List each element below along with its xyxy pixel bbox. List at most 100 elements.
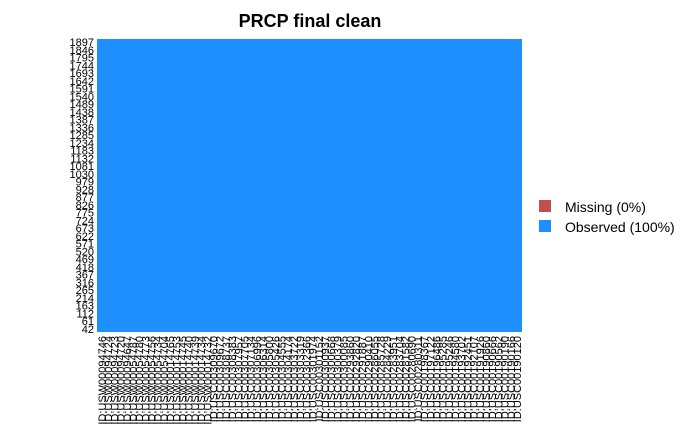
y-tick-label: 1234	[70, 138, 94, 150]
y-tick-label: 1591	[70, 84, 94, 96]
y-tick-label: 265	[76, 285, 94, 297]
x-tick-label: ID:USC00194580	[450, 336, 462, 422]
y-axis-tick-labels: 1897184617951744169316421591154014891438…	[70, 37, 94, 336]
x-tick-label: ID:USC00195285	[438, 336, 450, 422]
y-tick-label: 367	[76, 270, 94, 282]
x-tick-label: ID:USC00307705	[239, 336, 251, 422]
x-tick-label: ID:USC00306996	[252, 336, 264, 422]
y-tick-label: 1183	[70, 146, 94, 158]
x-tick-label: ID:USC00303319	[295, 336, 307, 422]
x-tick-label: ID:USC00192451	[462, 336, 474, 422]
y-tick-label: 112	[76, 308, 94, 320]
x-tick-label: ID:USC00303722	[289, 336, 301, 422]
x-tick-label: ID:USC00190166	[506, 336, 518, 422]
legend-label-observed: Observed (100%)	[565, 219, 675, 235]
y-tick-label: 979	[76, 177, 94, 189]
chart-title: PRCP final clean	[239, 11, 382, 31]
x-tick-label: ID:USC00190666	[487, 336, 499, 422]
x-tick-label: ID:USW00094647	[122, 336, 134, 425]
x-tick-label: ID:USC00191926	[475, 336, 487, 422]
x-tick-label: ID:USC00308383	[227, 336, 239, 422]
x-tick-label: ID:USW00054704	[159, 336, 171, 425]
x-tick-label: ID:USC00190120	[512, 336, 524, 422]
x-tick-label: ID:USW00014753	[171, 336, 183, 425]
x-tick-label: ID:USC00308737	[221, 336, 233, 422]
x-tick-label: ID:USW00014734	[196, 336, 208, 425]
y-tick-label: 1030	[70, 169, 94, 181]
y-tick-label: 1795	[70, 53, 94, 65]
y-tick-label: 163	[76, 301, 94, 313]
x-tick-label: ID:USC00283951	[388, 336, 400, 422]
y-tick-label: 1081	[70, 161, 94, 173]
x-tick-label: ID:USC00302366	[301, 336, 313, 422]
x-tick-label: ID:USC00300668	[326, 336, 338, 422]
y-tick-label: 928	[76, 184, 94, 196]
y-tick-label: 1693	[70, 68, 94, 80]
x-tick-label: ID:USC00192107	[469, 336, 481, 422]
x-tick-label: ID:USC00307134	[246, 336, 258, 422]
y-tick-label: 61	[82, 316, 94, 328]
x-tick-label: ID:USW00014745	[178, 336, 190, 425]
x-tick-label: ID:USC00193702	[456, 336, 468, 422]
x-tick-label: ID:USC00284229	[382, 336, 394, 422]
x-tick-label: ID:USC00291887	[357, 336, 369, 422]
y-tick-label: 316	[76, 277, 94, 289]
y-tick-label: 42	[82, 324, 94, 336]
x-tick-label: ID:USW00054773	[140, 336, 152, 425]
y-tick-label: 1540	[70, 91, 94, 103]
x-tick-label: ID:USC00304555	[277, 336, 289, 422]
y-tick-label: 1387	[70, 115, 94, 127]
x-tick-label: ID:USC00293860	[345, 336, 357, 422]
x-tick-label: ID:USC00305800	[264, 336, 276, 422]
x-tick-label: ID:USC00300085	[339, 336, 351, 422]
x-tick-label: ID:USC00290410	[363, 336, 375, 422]
y-tick-label: 1846	[70, 45, 94, 57]
y-tick-label: 469	[76, 254, 94, 266]
x-tick-label: ID:USW00054787	[128, 336, 140, 425]
y-tick-label: 1897	[70, 37, 94, 49]
x-tick-label: ID:USC00283704	[394, 336, 406, 422]
x-tick-label: ID:USW00054780	[134, 336, 146, 425]
y-tick-label: 826	[76, 200, 94, 212]
x-tick-label: ID:USC00301974	[308, 336, 320, 422]
x-tick-label: ID:USC00190562	[493, 336, 505, 422]
x-tick-label: ID:USC00305426	[270, 336, 282, 422]
x-tick-label: ID:USC00309670	[208, 336, 220, 422]
y-tick-label: 418	[76, 262, 94, 274]
x-tick-label: ID:USW00014740	[184, 336, 196, 425]
x-tick-label: ID:USW00054756	[147, 336, 159, 425]
x-tick-label: ID:USC00280311	[413, 336, 425, 421]
y-tick-label: 877	[76, 192, 94, 204]
x-tick-label: ID:USW00014739	[190, 336, 202, 425]
y-tick-label: 1132	[70, 153, 94, 165]
y-tick-label: 214	[76, 293, 94, 305]
x-tick-label: ID:USC00307957	[233, 336, 245, 422]
x-tick-label: ID:USC00285728	[376, 336, 388, 422]
x-tick-label: ID:USC00286055	[370, 336, 382, 422]
x-tick-label: ID:USC00300937	[320, 336, 332, 422]
x-tick-label: ID:USC00301152	[314, 336, 326, 421]
y-tick-label: 673	[76, 223, 94, 235]
x-tick-label: ID:USW00094746	[97, 336, 109, 425]
x-tick-label: ID:USC00195246	[444, 336, 456, 422]
y-tick-label: 1285	[70, 130, 94, 142]
x-axis-tick-labels: ID:USW00094746ID:USW00094724ID:USW000947…	[97, 336, 524, 425]
y-tick-label: 622	[76, 231, 94, 243]
y-tick-label: 1489	[70, 99, 94, 111]
x-tick-label: ID:USC00300379	[332, 336, 344, 422]
y-tick-label: 1336	[70, 122, 94, 134]
x-tick-label: ID:USC00306314	[258, 336, 270, 422]
x-tick-label: ID:USC00196486	[431, 336, 443, 422]
x-tick-label: ID:USW00094720	[116, 336, 128, 425]
x-tick-label: ID:USW00014765	[165, 336, 177, 425]
x-tick-label: ID:USC00197122	[425, 336, 437, 422]
x-tick-label: ID:USC00190190	[500, 336, 512, 422]
x-tick-label: ID:USC00280690	[407, 336, 419, 422]
y-tick-label: 1438	[70, 107, 94, 119]
y-tick-label: 1642	[70, 76, 94, 88]
y-tick-label: 520	[76, 246, 94, 258]
x-tick-label: ID:USC00190860	[481, 336, 493, 422]
x-tick-label: ID:USW00094723	[109, 336, 121, 425]
y-tick-label: 724	[76, 215, 94, 227]
